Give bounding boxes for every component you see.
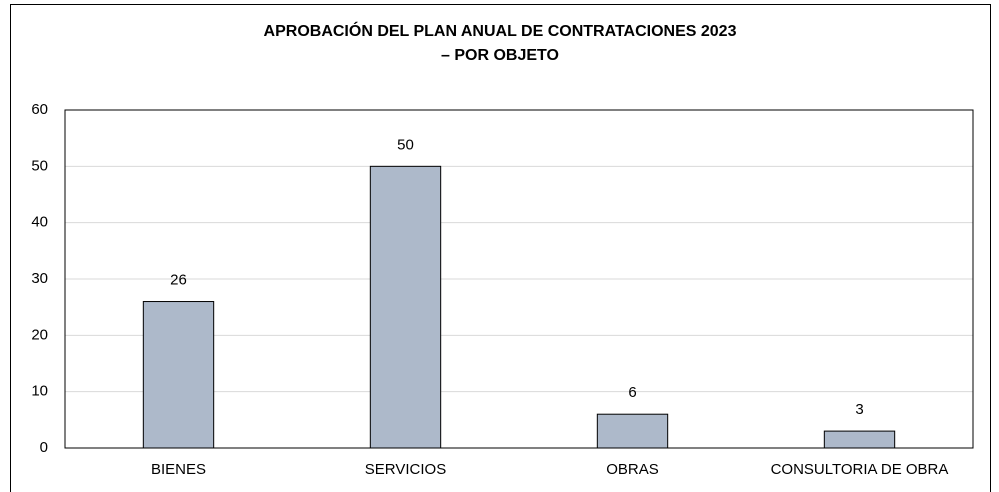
data-label: 26 xyxy=(170,272,187,289)
plot-border xyxy=(64,109,974,449)
x-tick-label: OBRAS xyxy=(606,461,659,478)
data-label: 3 xyxy=(855,401,863,418)
chart-title: APROBACIÓN DEL PLAN ANUAL DE CONTRATACIO… xyxy=(264,21,737,40)
x-tick-label: SERVICIOS xyxy=(365,461,446,478)
data-label: 6 xyxy=(628,384,636,401)
y-tick-label: 30 xyxy=(31,270,48,287)
bar xyxy=(142,301,215,449)
bar xyxy=(369,165,442,449)
chart-border xyxy=(10,4,991,492)
y-tick-label: 40 xyxy=(31,214,48,231)
y-tick-label: 10 xyxy=(31,383,48,400)
x-tick-label: BIENES xyxy=(151,461,206,478)
y-tick-label: 50 xyxy=(31,157,48,174)
chart-title: – POR OBJETO xyxy=(441,47,559,64)
bar xyxy=(823,430,896,449)
y-tick-label: 20 xyxy=(31,326,48,343)
y-tick-label: 60 xyxy=(31,101,48,118)
bar xyxy=(596,413,669,449)
data-label: 50 xyxy=(397,136,414,153)
y-tick-label: 0 xyxy=(40,439,48,456)
x-tick-label: CONSULTORIA DE OBRA xyxy=(771,461,949,478)
